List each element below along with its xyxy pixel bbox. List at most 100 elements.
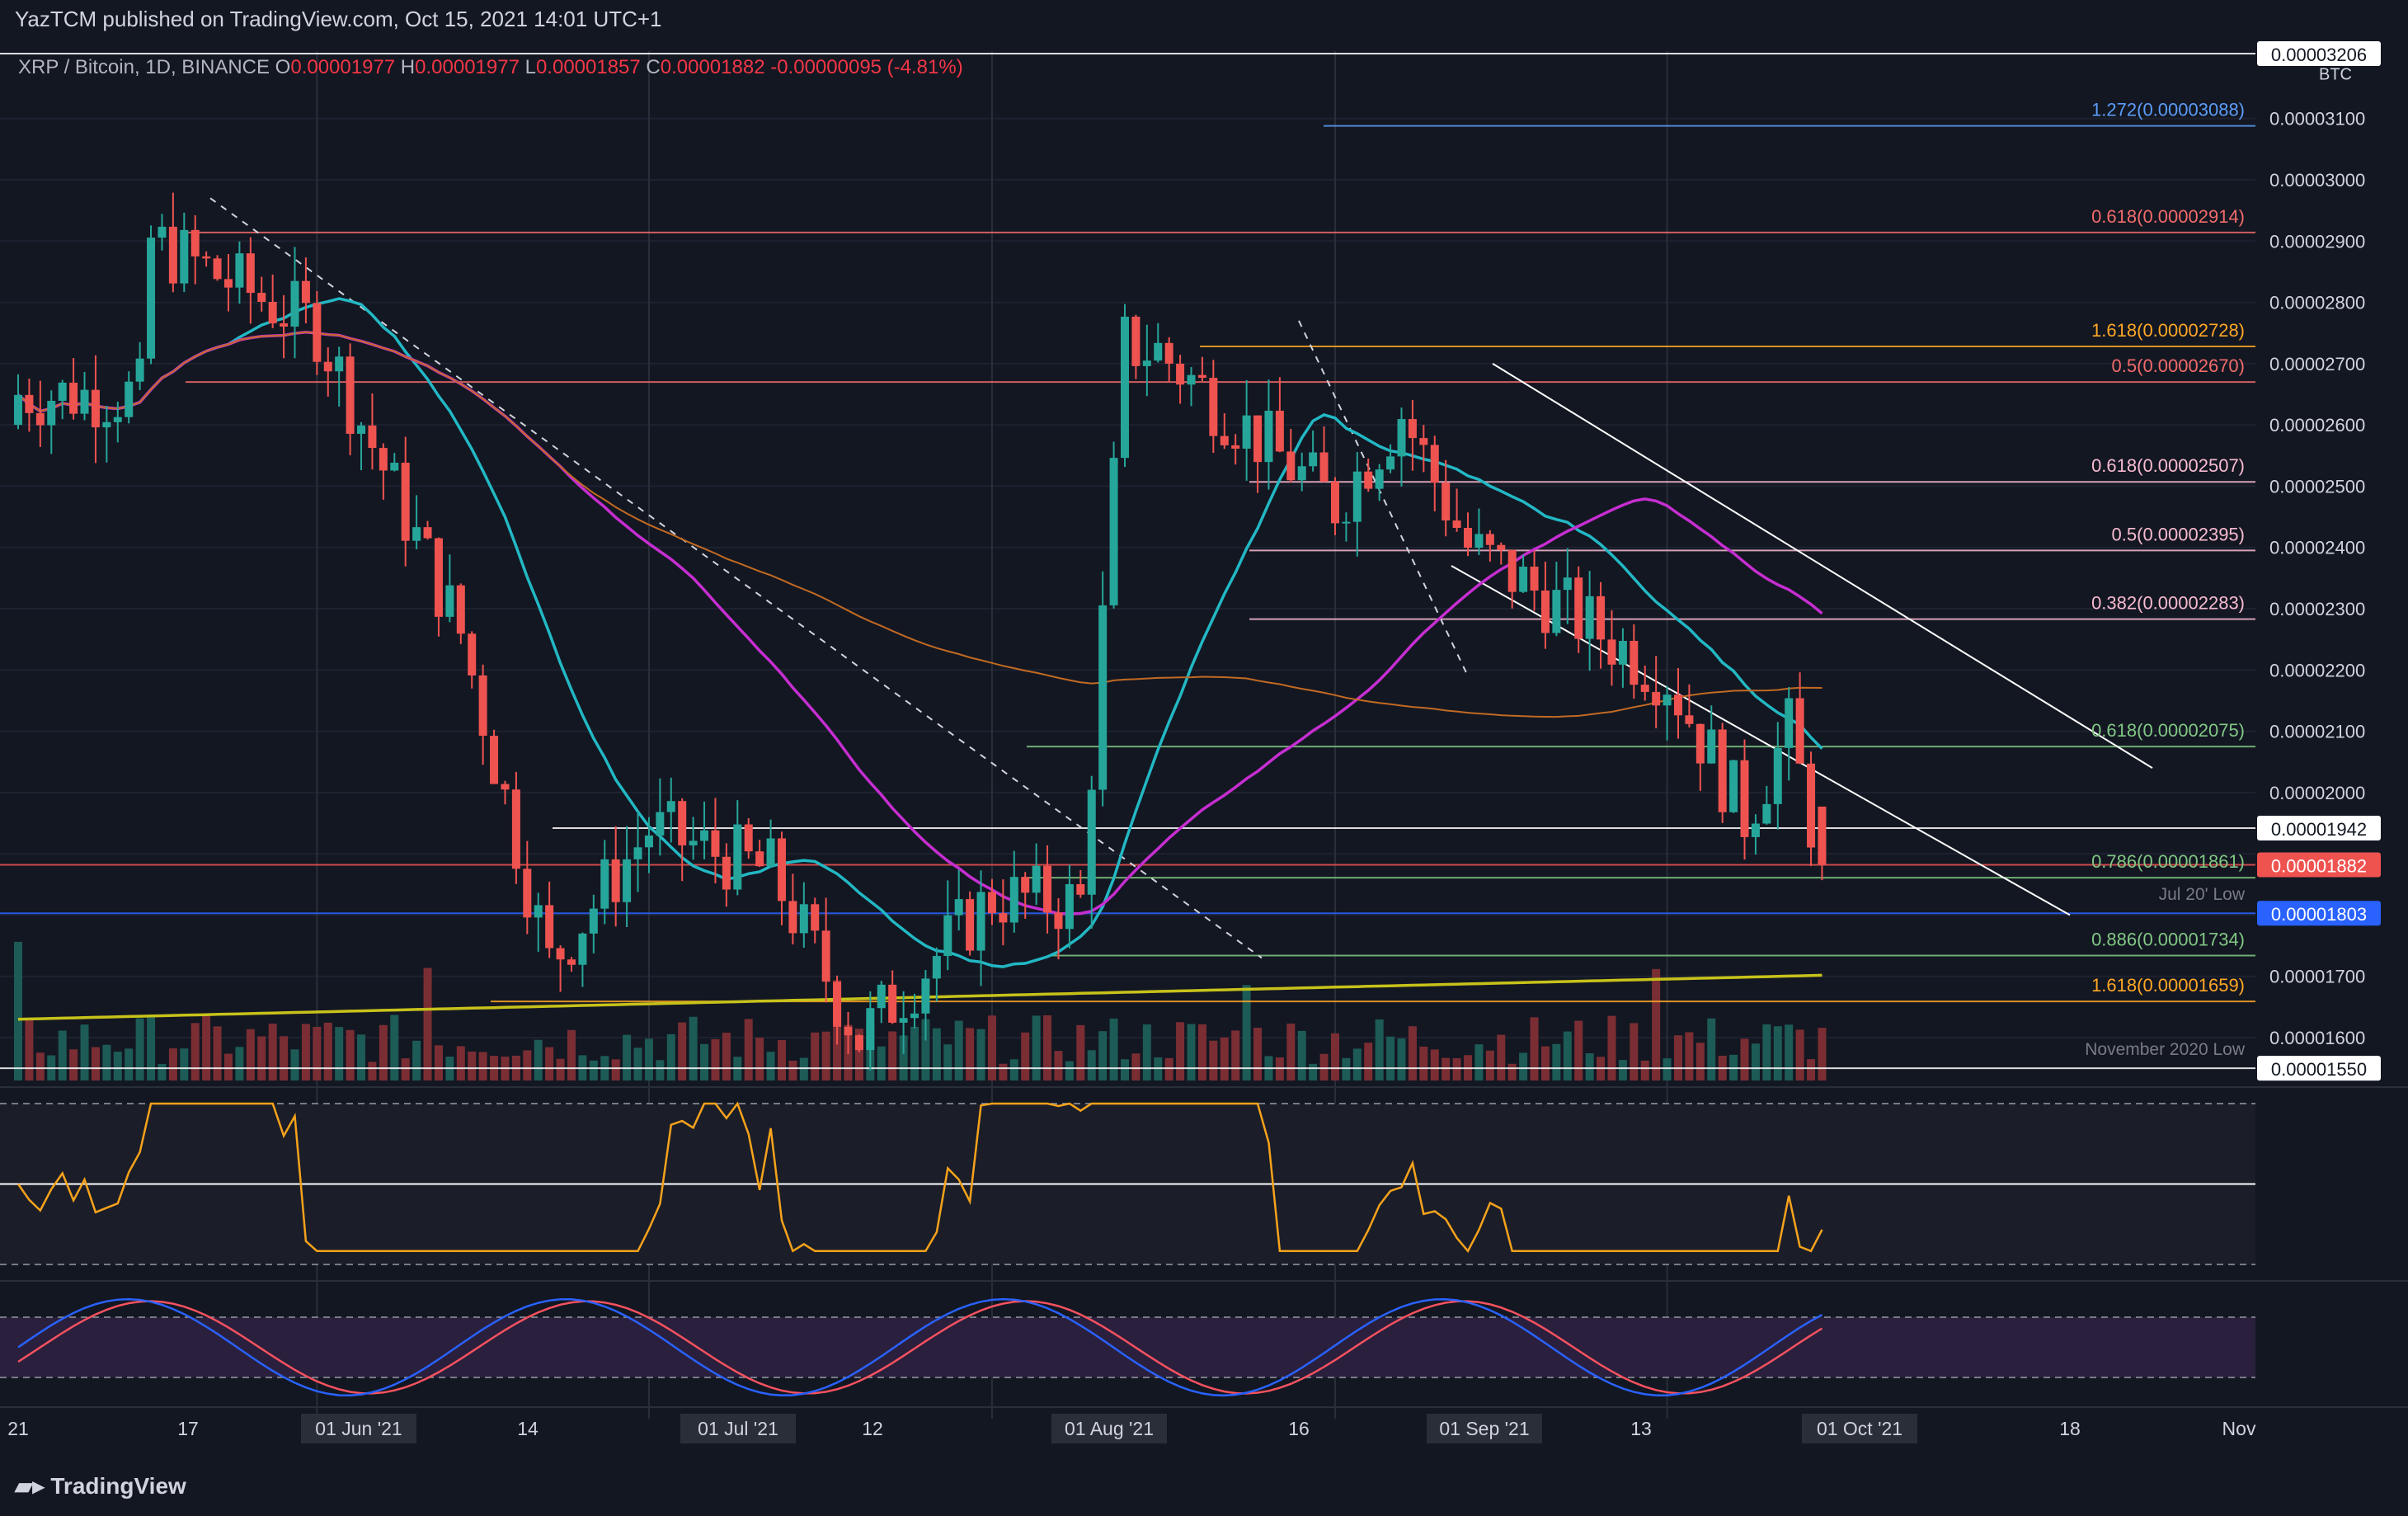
time-label-bg — [1427, 1414, 1542, 1443]
price-badge — [2257, 815, 2381, 840]
candle-body — [1663, 694, 1672, 706]
volume-bar — [69, 1049, 78, 1081]
tradingview-logo[interactable]: ▰▸ TradingView — [15, 1472, 186, 1500]
volume-bar — [1652, 968, 1661, 1081]
volume-bar — [412, 1040, 421, 1081]
candle-body — [25, 394, 34, 413]
volume-bar — [14, 941, 22, 1081]
price-badge — [2257, 852, 2381, 878]
volume-bar — [999, 1063, 1008, 1081]
volume-bar — [777, 1040, 786, 1081]
candle-body — [1032, 865, 1041, 893]
stoch-band — [0, 1317, 2255, 1377]
candle-body — [412, 527, 421, 541]
candle-body — [1530, 567, 1539, 591]
annotation-text: Jul 20' Low — [2159, 885, 2246, 904]
volume-bar — [1352, 1048, 1362, 1081]
volume-bar — [1032, 1015, 1041, 1081]
volume-bar — [213, 1026, 222, 1081]
price-tick: 0.00002100 — [2269, 722, 2365, 742]
candle-body — [1121, 316, 1129, 459]
candle-body — [1695, 723, 1705, 764]
time-tick: 01 Aug '21 — [1065, 1418, 1154, 1439]
candle-body — [999, 913, 1008, 923]
currency-label: BTC — [2319, 65, 2352, 83]
channel-top — [1492, 363, 2153, 769]
candle-body — [268, 302, 277, 324]
candle-body — [323, 361, 332, 372]
candle-body — [866, 1008, 875, 1051]
candle-body — [1563, 577, 1572, 591]
candle-body — [755, 851, 764, 867]
volume-bar — [1430, 1049, 1439, 1081]
candle-body — [235, 253, 244, 288]
candle-body — [478, 675, 487, 737]
volume-bar — [1309, 1063, 1318, 1081]
candle-body — [1352, 471, 1362, 522]
volume-bar — [644, 1038, 653, 1081]
volume-bar — [1795, 1029, 1804, 1081]
volume-bar — [1330, 1033, 1339, 1081]
candle-body — [777, 838, 786, 902]
candle-body — [1330, 481, 1339, 524]
fib-label: 0.5(0.00002395) — [2112, 524, 2245, 544]
volume-bar — [58, 1030, 67, 1081]
candle-body — [69, 382, 78, 414]
volume-bar — [290, 1049, 299, 1081]
candle-body — [1231, 445, 1240, 449]
candle-body — [1729, 760, 1738, 812]
candle-body — [1430, 445, 1439, 483]
volume-bar — [368, 1062, 377, 1081]
volume-bar — [1474, 1044, 1484, 1081]
rsi-pane: 80.0060.0040.0020.0050.00 — [0, 1094, 2348, 1275]
candle-body — [445, 585, 454, 617]
candle-body — [168, 226, 177, 284]
volume-bar — [1442, 1057, 1451, 1081]
price-tick: 0.00002300 — [2269, 599, 2365, 619]
fib-label: 0.618(0.00002914) — [2091, 206, 2245, 227]
candle-body — [501, 784, 510, 790]
candle-body — [966, 899, 975, 951]
candle-body — [1309, 452, 1318, 467]
volume-bar — [401, 1058, 410, 1081]
candle-body — [80, 389, 89, 414]
candle-body — [301, 280, 310, 304]
candle-body — [280, 323, 289, 327]
candle-body — [180, 229, 189, 284]
volume-bar — [268, 1024, 277, 1081]
candle-body — [1740, 760, 1749, 837]
candle-body — [1220, 435, 1229, 445]
candle-body — [35, 412, 45, 426]
candle-body — [1375, 469, 1384, 489]
time-tick: 21 — [7, 1418, 29, 1439]
volume-bar — [1630, 1023, 1639, 1081]
candle-body — [1785, 698, 1794, 748]
volume-bar — [1375, 1019, 1384, 1081]
volume-bar — [1242, 985, 1251, 1081]
candle-body — [102, 421, 111, 428]
volume-bars — [14, 941, 1827, 1081]
candle-body — [656, 812, 665, 836]
fib-label: 0.618(0.00002507) — [2091, 455, 2245, 476]
candle-body — [700, 830, 709, 841]
volume-bar — [1762, 1024, 1771, 1081]
candle-body — [1098, 605, 1108, 790]
candle-body — [313, 303, 322, 362]
ohlc-val-O: 0.00001977 — [290, 56, 396, 78]
volume-bar — [1519, 1052, 1528, 1081]
fib-label: 0.618(0.00002075) — [2091, 720, 2245, 741]
volume-bar — [1065, 1061, 1074, 1081]
candle-body — [1818, 806, 1827, 865]
volume-bar — [700, 1043, 709, 1081]
volume-bar — [633, 1048, 642, 1081]
volume-bar — [744, 1019, 753, 1081]
candle-body — [1507, 549, 1517, 592]
volume-bar — [1286, 1024, 1296, 1081]
volume-bar — [1640, 1060, 1649, 1081]
candle-body — [1773, 747, 1782, 804]
volume-bar — [888, 1031, 897, 1081]
volume-bar — [766, 1052, 775, 1081]
candle-body — [1685, 715, 1694, 724]
volume-bar — [1807, 1059, 1816, 1081]
